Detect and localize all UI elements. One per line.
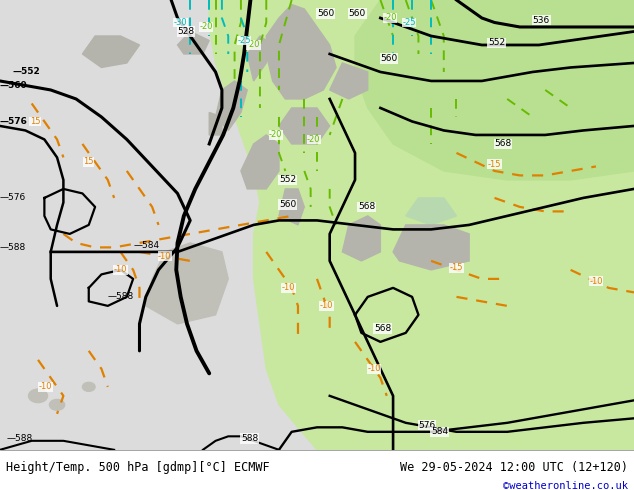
Text: -20: -20 <box>199 23 213 31</box>
Text: —588: —588 <box>6 434 32 443</box>
Text: -20: -20 <box>307 135 321 144</box>
Text: 536: 536 <box>533 16 550 24</box>
Text: 568: 568 <box>495 140 512 148</box>
Polygon shape <box>209 113 222 135</box>
Polygon shape <box>247 36 273 81</box>
Text: 584: 584 <box>431 427 448 436</box>
Text: -10: -10 <box>39 382 53 392</box>
Text: 560: 560 <box>380 54 398 63</box>
Text: -25: -25 <box>237 36 251 45</box>
Polygon shape <box>330 63 368 99</box>
Text: 15: 15 <box>30 117 40 126</box>
Text: —576: —576 <box>0 194 26 202</box>
Text: -15: -15 <box>488 160 501 169</box>
Text: -20: -20 <box>269 130 283 140</box>
Text: -20: -20 <box>383 14 397 23</box>
Polygon shape <box>355 0 634 180</box>
Text: —588: —588 <box>0 243 26 252</box>
Text: -10: -10 <box>158 252 172 261</box>
Polygon shape <box>406 198 456 225</box>
Text: 588: 588 <box>241 434 258 443</box>
Polygon shape <box>393 225 469 270</box>
Polygon shape <box>241 135 279 189</box>
Text: -10: -10 <box>367 365 381 373</box>
Text: 576: 576 <box>418 420 436 430</box>
Text: 560: 560 <box>349 9 366 18</box>
Text: 15: 15 <box>84 157 94 167</box>
Polygon shape <box>216 81 247 130</box>
Text: 552: 552 <box>488 38 505 47</box>
Text: 528: 528 <box>178 27 195 36</box>
Polygon shape <box>146 243 228 324</box>
Polygon shape <box>82 36 139 68</box>
Text: -30: -30 <box>174 18 188 27</box>
Text: We 29-05-2024 12:00 UTC (12+120): We 29-05-2024 12:00 UTC (12+120) <box>399 461 628 474</box>
Text: -25: -25 <box>402 18 416 27</box>
Polygon shape <box>178 31 209 54</box>
Text: Height/Temp. 500 hPa [gdmp][°C] ECMWF: Height/Temp. 500 hPa [gdmp][°C] ECMWF <box>6 461 270 474</box>
Polygon shape <box>279 189 304 225</box>
Text: -10: -10 <box>113 266 127 274</box>
Text: 568: 568 <box>374 324 391 333</box>
Text: 560: 560 <box>317 9 334 18</box>
Text: —584: —584 <box>133 241 159 249</box>
Text: -15: -15 <box>450 263 463 272</box>
Circle shape <box>29 389 48 403</box>
Text: -10: -10 <box>320 301 333 310</box>
Text: -20: -20 <box>247 41 261 49</box>
Text: 568: 568 <box>358 202 375 211</box>
Polygon shape <box>209 0 634 450</box>
Polygon shape <box>279 108 330 144</box>
Circle shape <box>49 399 65 410</box>
Text: 560: 560 <box>279 200 296 209</box>
Polygon shape <box>342 216 380 261</box>
Text: —588: —588 <box>108 293 134 301</box>
Text: -10: -10 <box>589 277 603 286</box>
Text: 552: 552 <box>279 175 296 184</box>
Text: —560: —560 <box>0 81 28 90</box>
Text: -10: -10 <box>281 283 295 293</box>
Text: —552: —552 <box>13 68 41 76</box>
Text: ©weatheronline.co.uk: ©weatheronline.co.uk <box>503 481 628 490</box>
Circle shape <box>82 382 95 392</box>
Text: —576: —576 <box>0 117 28 126</box>
Polygon shape <box>266 4 336 99</box>
